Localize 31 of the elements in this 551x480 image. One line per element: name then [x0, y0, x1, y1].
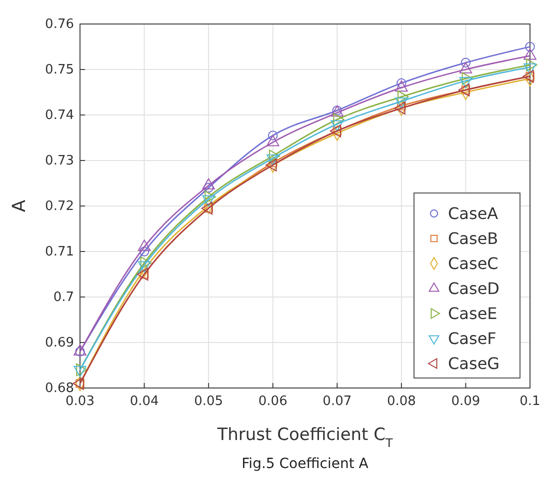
y-tick-label: 0.76	[45, 17, 74, 32]
point	[268, 130, 278, 140]
legend-label: CaseA	[448, 204, 498, 224]
y-tick-label: 0.75	[45, 62, 74, 78]
x-tick-label: 0.1	[520, 394, 540, 410]
legend-label: CaseG	[448, 354, 500, 374]
caption: Fig.5 Coefficient A	[242, 456, 369, 472]
x-axis-title: Thrust Coefficient C$_{T}$	[216, 425, 394, 450]
y-tick-label: 0.7	[53, 290, 74, 306]
legend-label: CaseB	[448, 229, 498, 248]
y-tick-label: 0.74	[45, 108, 74, 124]
x-tick-label: 0.03	[66, 394, 94, 410]
y-tick-label: 0.72	[45, 199, 74, 214]
x-tick-label: 0.09	[451, 394, 480, 410]
x-tick-label: 0.04	[130, 394, 159, 410]
x-tick-label: 0.08	[386, 394, 416, 410]
legend-label: CaseF	[448, 329, 496, 348]
legend-label: CaseC	[448, 254, 498, 274]
x-tick-label: 0.05	[194, 394, 224, 410]
y-axis-title: A	[9, 199, 30, 212]
y-tick-label: 0.73	[45, 154, 74, 169]
y-tick-label: 0.69	[45, 336, 74, 351]
point	[460, 58, 471, 68]
point	[139, 246, 150, 256]
x-tick-label: 0.07	[322, 394, 352, 410]
x-tick-label: 0.06	[258, 394, 288, 410]
point	[525, 42, 535, 52]
y-tick-label: 0.71	[45, 244, 74, 260]
legend-label: CaseE	[448, 304, 498, 324]
legend-label: CaseD	[448, 279, 500, 298]
y-tick-label: 0.68	[45, 381, 74, 396]
